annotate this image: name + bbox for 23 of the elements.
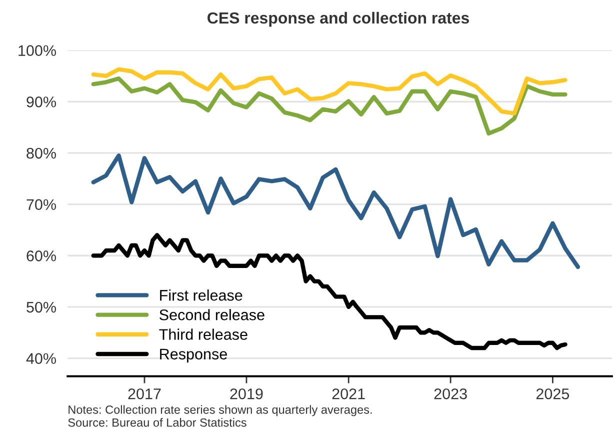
legend-label: Second release — [160, 309, 264, 320]
y-tick-label: 90% — [26, 96, 56, 108]
line-series — [91, 67, 568, 116]
legend-label: First release — [160, 289, 242, 301]
y-tick-label: 50% — [26, 302, 56, 313]
x-tick-label: 2021 — [332, 388, 365, 400]
source-note: Source: Bureau of Labor Statistics — [68, 418, 246, 427]
chart-title: CES response and collection rates — [208, 12, 469, 27]
line-series — [91, 76, 568, 136]
x-tick-label: 2017 — [128, 388, 161, 400]
x-tick-label: 2023 — [434, 388, 467, 400]
y-tick-label: 40% — [26, 353, 56, 364]
legend-label: Third release — [159, 328, 248, 340]
text: Notes: Collection rate series shown as quarterly averages. — [68, 405, 372, 416]
line-series — [91, 233, 568, 350]
y-tick-label: 70% — [26, 199, 56, 210]
y-tick-label: 100% — [18, 45, 56, 56]
legend-label: Response — [160, 348, 227, 362]
x-tick-label: 2019 — [230, 388, 263, 400]
x-tick-label: 2025 — [536, 388, 570, 400]
line-series — [91, 153, 580, 270]
y-tick-label: 60% — [26, 250, 56, 262]
y-tick-label: 80% — [26, 148, 56, 159]
